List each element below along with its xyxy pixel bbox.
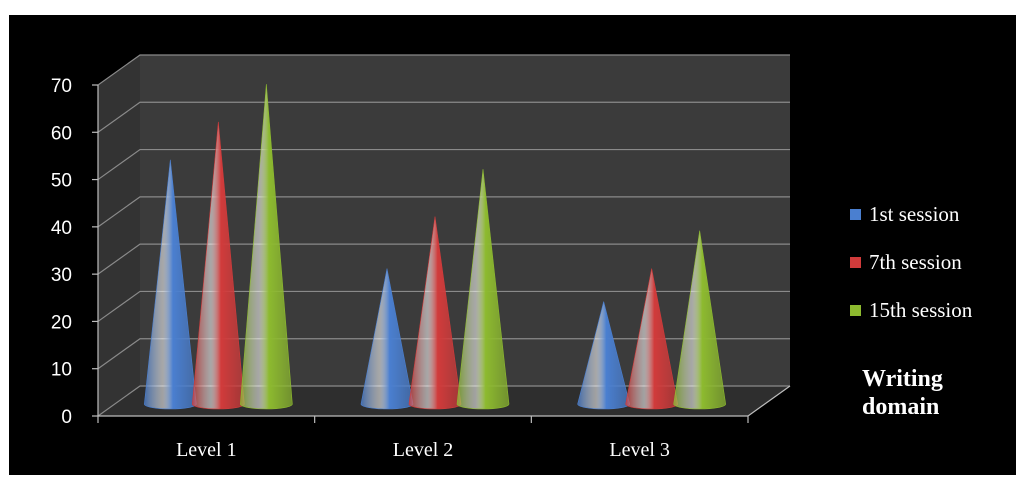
- cone-15th-session-level-3: [673, 230, 726, 410]
- legend: 1st session 7th session 15th session: [850, 190, 972, 334]
- y-tick-label: 50: [51, 171, 72, 192]
- cone-15th-session-level-2: [456, 169, 510, 410]
- data-marks: [144, 84, 726, 410]
- y-tick-label: 20: [51, 312, 72, 333]
- y-tick-label: 10: [51, 360, 72, 381]
- legend-item: 15th session: [850, 286, 972, 334]
- legend-swatch: [850, 256, 861, 268]
- gridline: [97, 385, 790, 417]
- x-axis-tick-labels: Level 1 Level 2 Level 3: [176, 439, 670, 461]
- gridline: [97, 148, 790, 181]
- y-axis-tick-labels: 0 10 20 30 40 50 60 70: [51, 76, 72, 428]
- legend-label: 7th session: [869, 249, 962, 274]
- legend-label: 15th session: [869, 297, 973, 322]
- gridline: [97, 243, 790, 275]
- gridline: [97, 196, 790, 228]
- legend-item: 7th session: [850, 238, 972, 286]
- x-tick-label: Level 1: [176, 439, 237, 461]
- gridlines: [97, 54, 790, 417]
- chart-back-wall: [140, 55, 790, 386]
- legend-item: 1st session: [850, 190, 972, 238]
- cone-15th-session-level-1: [240, 84, 293, 410]
- writing-domain-label: Writing domain: [862, 366, 943, 420]
- gridline: [97, 290, 790, 322]
- y-tick-label: 0: [61, 407, 72, 428]
- floor-edge: [747, 385, 791, 417]
- y-tick-label: 40: [51, 218, 72, 239]
- gridline: [97, 54, 790, 86]
- x-tick-label: Level 2: [393, 439, 454, 461]
- gridline: [97, 101, 790, 133]
- chart-side-wall: [98, 55, 140, 416]
- x-tick-label: Level 3: [609, 439, 670, 461]
- y-tick-label: 30: [51, 265, 72, 286]
- y-tick-label: 70: [51, 76, 72, 97]
- axes: [92, 84, 791, 423]
- legend-label: 1st session: [869, 201, 960, 226]
- legend-swatch: [850, 304, 861, 316]
- legend-swatch: [850, 208, 861, 220]
- gridline: [97, 338, 790, 370]
- y-tick-label: 60: [51, 123, 72, 144]
